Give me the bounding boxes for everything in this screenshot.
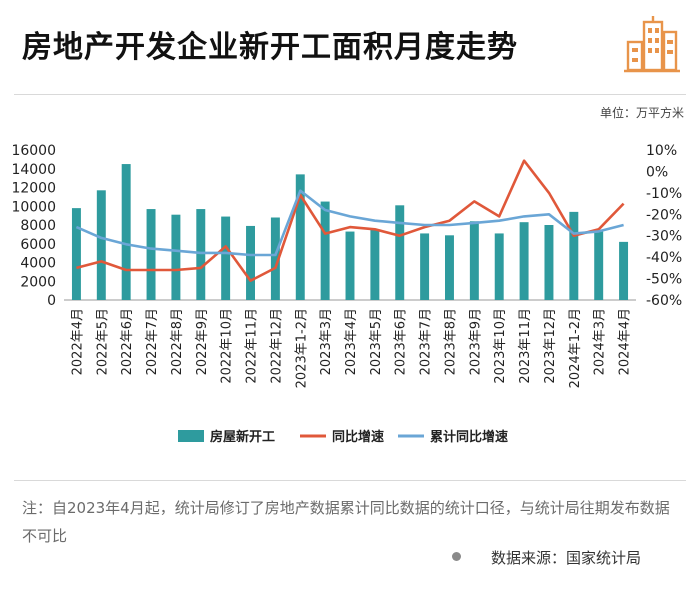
bar-new-construction [146, 209, 156, 300]
bar-new-construction [445, 235, 454, 300]
x-tick-label: 2024年1-2月 [568, 308, 583, 388]
legend-new-construction-label: 房屋新开工 [210, 429, 275, 445]
x-tick-label: 2023年7月 [419, 308, 434, 375]
bar-new-construction [270, 217, 280, 300]
x-tick-label: 2022年7月 [145, 308, 160, 375]
bar-new-construction [569, 211, 579, 300]
bar-new-construction [619, 241, 629, 300]
x-tick-label: 2024年3月 [593, 308, 608, 375]
y-left-tick-label: 6000 [20, 237, 56, 253]
x-tick-label: 2023年12月 [543, 308, 558, 384]
bar-new-construction [395, 205, 405, 300]
y-left-tick-label: 8000 [20, 218, 56, 234]
x-tick-label: 2024年4月 [618, 308, 633, 375]
bullet-icon [452, 552, 461, 561]
x-tick-label: 2023年6月 [394, 308, 409, 375]
bar-new-construction [494, 233, 504, 300]
bar-new-construction [121, 164, 131, 300]
x-tick-label: 2022年12月 [269, 308, 284, 384]
x-tick-label: 2023年4月 [344, 308, 359, 375]
x-tick-label: 2023年1-2月 [294, 308, 309, 388]
header-divider [14, 94, 686, 95]
bar-new-construction [221, 216, 231, 300]
footnote: 注：自2023年4月起，统计局修订了房地产数据累计同比数据的统计口径，与统计局往… [22, 499, 670, 545]
note-divider [14, 480, 686, 481]
building-logo-icon [624, 16, 680, 73]
y-left-tick-label: 2000 [20, 274, 56, 290]
y-right-tick-label: -50% [646, 272, 682, 288]
page-title: 房地产开发企业新开工面积月度走势 [22, 30, 518, 65]
x-tick-label: 2022年11月 [245, 308, 260, 384]
chart: 0 2000 4000 6000 8000 10000 12000 14000 16000 -60… [11, 143, 682, 445]
bar-new-construction [370, 229, 380, 300]
y-left-tick-label: 0 [47, 293, 56, 309]
bar-new-construction [295, 174, 305, 300]
legend-new-construction-swatch [178, 430, 204, 442]
x-tick-label: 2022年4月 [70, 308, 85, 375]
x-tick-label: 2023年3月 [319, 308, 334, 375]
x-tick-label: 2023年8月 [443, 308, 458, 375]
y-right-tick-label: -40% [646, 250, 682, 266]
line-yoy-growth [76, 159, 625, 283]
legend-cumulative-yoy-growth-label: 累计同比增速 [430, 429, 508, 445]
y-left-tick-label: 14000 [11, 162, 56, 178]
bar-new-construction [345, 231, 355, 300]
x-tick-label: 2022年9月 [195, 308, 210, 375]
y-left-tick-label: 16000 [11, 143, 56, 159]
x-tick-label: 2022年8月 [170, 308, 185, 375]
y-right-tick-label: 0% [646, 164, 668, 180]
x-tick-label: 2022年5月 [95, 308, 110, 375]
x-tick-label: 2022年6月 [120, 308, 135, 375]
x-tick-label: 2023年10月 [493, 308, 508, 384]
y-left-tick-label: 4000 [20, 256, 56, 272]
x-tick-label: 2022年10月 [220, 308, 235, 384]
y-right-tick-label: -60% [646, 293, 682, 309]
y-right-tick-label: -30% [646, 229, 682, 245]
bar-new-construction [519, 222, 529, 300]
x-tick-label: 2023年9月 [468, 308, 483, 375]
bar-new-construction [96, 190, 106, 300]
y-right-tick-label: -10% [646, 186, 682, 202]
x-tick-label: 2023年5月 [369, 308, 384, 375]
bar-new-construction [320, 201, 330, 300]
bar-new-construction [71, 208, 81, 300]
legend-yoy-growth-label: 同比增速 [332, 429, 384, 445]
unit-label: 单位：万平方米 [599, 106, 684, 120]
y-right-tick-label: -20% [646, 207, 682, 223]
y-left-tick-label: 12000 [11, 181, 56, 197]
y-right-tick-label: 10% [646, 143, 677, 159]
bar-new-construction [196, 209, 206, 300]
bar-new-construction [171, 214, 181, 300]
bar-new-construction [420, 233, 430, 300]
data-source: 数据来源：国家统计局 [452, 547, 641, 568]
bar-new-construction [594, 230, 604, 300]
y-left-tick-label: 10000 [11, 199, 56, 215]
x-tick-label: 2023年11月 [518, 308, 533, 384]
line-cumulative-yoy-growth [75, 189, 624, 257]
bar-new-construction [469, 221, 479, 300]
data-source-text: 数据来源：国家统计局 [491, 549, 642, 567]
bar-new-construction [246, 225, 255, 300]
bar-new-construction [544, 225, 554, 300]
